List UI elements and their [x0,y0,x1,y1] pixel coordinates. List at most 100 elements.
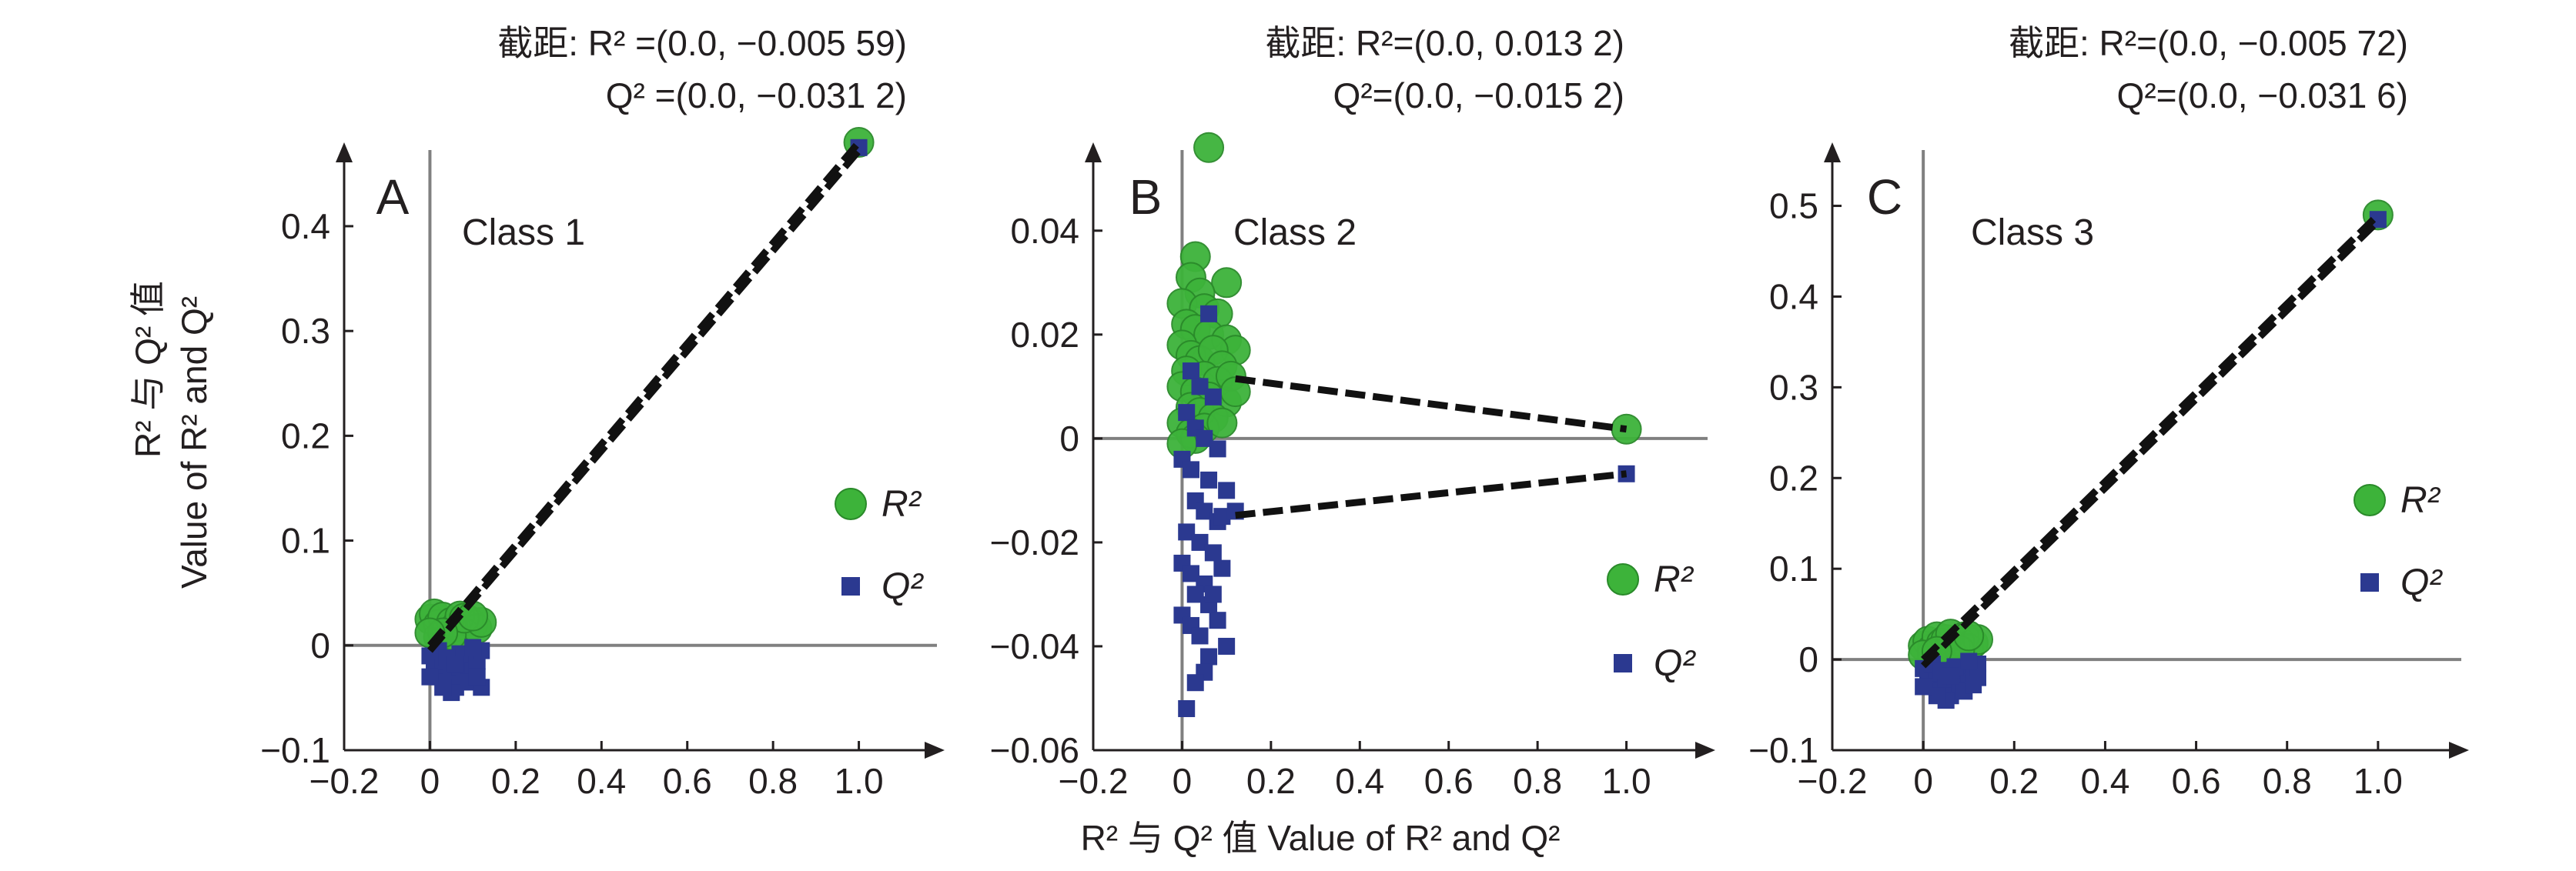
y-tick-label: 0 [1059,419,1079,459]
y-tick-label: 0.2 [1769,458,1818,498]
x-tick-label: 0.6 [2172,761,2221,801]
x-tick-label: 0.2 [1989,761,2039,801]
regression-line [1235,375,1628,433]
x-axis-arrow-icon [925,742,945,759]
q2-point [1191,533,1209,551]
y-axis-title-en: Value of R² and Q² [174,296,214,589]
panel-a: 截距: R² =(0.0, −0.005 59) Q² =(0.0, −0.031… [260,23,945,801]
q2-point [1209,612,1226,629]
y-tick-label: 0.4 [1769,276,1818,316]
legend-q2-label: Q² [2400,562,2443,603]
x-tick-label: 0.6 [663,761,712,801]
x-tick-label: 0 [420,761,440,801]
class-label: Class 1 [462,212,585,253]
legend-q2-marker [2360,573,2379,592]
q2-point [1178,404,1196,422]
q2-point [1178,523,1196,541]
y-axis-arrow-icon [1085,142,1102,162]
intercept-q2-label: Q² =(0.0, −0.031 2) [606,75,907,115]
x-tick-label: −0.2 [1059,761,1129,801]
q2-point [1928,687,1945,705]
q2-point [1213,508,1231,526]
x-tick-label: 1.0 [1602,761,1651,801]
q2-point [1191,378,1209,395]
x-tick-label: 1.0 [835,761,884,801]
y-tick-label: −0.1 [1748,730,1818,770]
q2-point [1204,586,1222,603]
regression-line [1920,219,2381,669]
regression-line [1920,212,2381,662]
y-axis-arrow-icon [336,142,353,162]
q2-point [1196,429,1213,447]
y-tick-label: −0.04 [990,626,1079,666]
q2-point [1178,699,1196,717]
q2-point [421,668,439,686]
y-tick-label: 0.02 [1010,315,1079,355]
x-tick-label: 0 [1913,761,1933,801]
x-tick-label: 0.4 [2080,761,2129,801]
q2-point [1213,559,1231,577]
q2-point [468,668,486,686]
x-tick-label: −0.2 [309,761,380,801]
legend-r2-label: R² [2400,480,2441,521]
intercept-q2-label: Q²=(0.0, −0.015 2) [1333,75,1624,115]
y-tick-label: 0 [1798,639,1818,679]
legend-r2-marker [1607,563,1639,596]
x-tick-label: 0.4 [577,761,626,801]
q2-point [1204,388,1222,405]
q2-point [1965,676,1982,694]
x-tick-label: 0.8 [2263,761,2312,801]
x-tick-label: −0.2 [1798,761,1868,801]
x-axis-arrow-icon [2449,742,2469,759]
legend-r2-label: R² [1654,559,1694,600]
x-tick-label: 0.8 [748,761,798,801]
q2-point [1186,586,1204,603]
x-tick-label: 0.2 [1246,761,1296,801]
q2-point [1200,471,1218,489]
q2-point [1942,667,1959,685]
q2-point [1915,678,1932,696]
q2-point [1200,305,1218,322]
panel-c: 截距: R²=(0.0, −0.005 72) Q²=(0.0, −0.031 6… [1748,23,2469,801]
y-tick-label: 0.5 [1769,186,1818,226]
y-tick-label: 0.4 [281,206,330,246]
y-tick-label: 0.2 [281,415,330,456]
y-tick-label: 0 [310,626,330,666]
y-tick-label: 0.3 [281,311,330,351]
legend-q2-label: Q² [882,566,924,607]
x-axis-arrow-icon [1695,742,1715,759]
q2-point [1218,637,1236,655]
class-label: Class 3 [1971,212,2094,253]
legend-r2-marker [835,488,867,520]
regression-line [1235,470,1628,519]
x-tick-label: 0.6 [1424,761,1474,801]
q2-point [1182,362,1199,380]
x-tick-label: 0.4 [1335,761,1384,801]
x-axis-title: R² 与 Q² 值 Value of R² and Q² [1081,818,1561,858]
y-tick-label: 0.1 [1769,549,1818,589]
y-axis-arrow-icon [1824,142,1841,162]
panel-letter: C [1867,169,1902,225]
legend-r2-label: R² [882,484,922,525]
y-tick-label: 0.04 [1010,211,1079,251]
panel-letter: B [1129,169,1163,225]
class-label: Class 2 [1233,212,1357,253]
y-tick-label: 0.3 [1769,367,1818,407]
y-tick-label: −0.1 [260,730,330,770]
q2-point [447,656,464,673]
q2-point [1200,648,1218,666]
q2-point [1218,482,1236,499]
legend-q2-label: Q² [1654,643,1696,684]
panel-b: 截距: R²=(0.0, 0.013 2) Q²=(0.0, −0.015 2) −… [990,23,1715,801]
intercept-r2-label: 截距: R² =(0.0, −0.005 59) [497,23,907,63]
q2-point [1204,544,1222,562]
q2-point [1191,627,1209,645]
y-tick-label: −0.02 [990,522,1079,562]
q2-point [1209,440,1226,458]
r2-point [1193,132,1225,163]
r2-point [1206,407,1238,439]
y-tick-label: −0.06 [990,730,1079,770]
r2-point [1211,267,1243,299]
legend-q2-marker [841,577,860,596]
